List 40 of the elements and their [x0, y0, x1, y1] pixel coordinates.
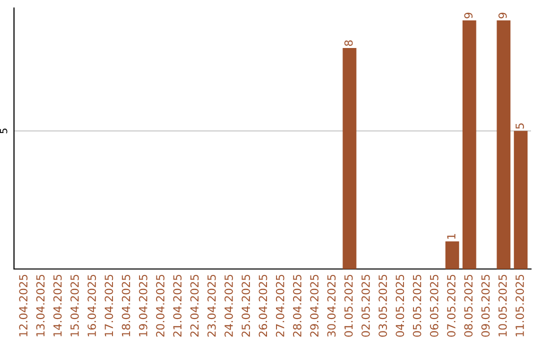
x-tick-label: 22.04.2025	[190, 274, 199, 337]
data-label: 8	[344, 40, 353, 46]
x-tick-label: 14.04.2025	[53, 274, 62, 336]
bar	[496, 20, 510, 269]
x-tick-label: 08.05.2025	[464, 274, 473, 337]
x-tick-label: 19.04.2025	[138, 274, 148, 336]
x-tick-label: 02.05.2025	[361, 274, 370, 337]
x-tick-label: 03.05.2025	[378, 274, 387, 337]
x-tick-label: 10.05.2025	[498, 274, 507, 336]
data-label: 5	[516, 123, 524, 129]
x-tick-label: 07.05.2025	[447, 274, 456, 337]
x-tick-label: 12.04.2025	[19, 274, 28, 336]
x-tick-label: 30.04.2025	[327, 274, 336, 337]
data-label: 1	[447, 234, 456, 239]
data-label: 9	[498, 12, 507, 18]
bar	[342, 48, 356, 269]
x-tick-label: 16.04.2025	[88, 274, 96, 336]
x-tick-label: 04.05.2025	[396, 274, 404, 337]
x-tick-label: 05.05.2025	[412, 274, 422, 337]
x-tick-label: 21.04.2025	[173, 274, 182, 337]
bar	[462, 20, 476, 269]
x-tick-label: 23.04.2025	[207, 274, 216, 337]
x-tick-label: 18.04.2025	[122, 274, 130, 336]
x-tick-label: 26.04.2025	[258, 274, 268, 337]
x-tick-label: 29.04.2025	[310, 274, 319, 337]
x-tick-label: 11.05.2025	[516, 274, 524, 336]
x-tick-label: 24.04.2025	[224, 274, 233, 337]
x-tick-label: 28.04.2025	[293, 274, 302, 337]
x-tick-label: 25.04.2025	[242, 274, 250, 337]
bar	[445, 241, 460, 269]
x-tick-label: 20.04.2025	[156, 274, 164, 337]
x-tick-label: 27.04.2025	[276, 274, 284, 337]
x-tick-label: 09.05.2025	[481, 274, 490, 337]
bar	[514, 130, 528, 269]
x-tick-label: 15.04.2025	[70, 274, 79, 336]
x-tick-label: 01.05.2025	[344, 274, 353, 337]
x-tick-label: 17.04.2025	[104, 274, 114, 336]
data-label: 9	[464, 12, 473, 18]
x-tick-label: 06.05.2025	[430, 274, 438, 337]
x-tick-label: 13.04.2025	[36, 274, 45, 336]
